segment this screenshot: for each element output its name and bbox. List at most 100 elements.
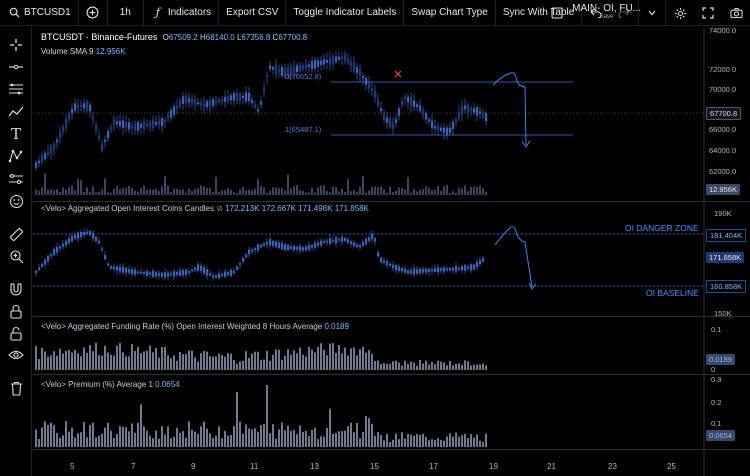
funding-bar (284, 355, 286, 370)
funding-bar (392, 361, 394, 370)
layout-selector[interactable]: MAIN- OI, FU... Save (544, 0, 665, 26)
eye-slash-icon[interactable]: ⊘ (216, 204, 223, 213)
volume-bar (482, 188, 484, 195)
oi-candle (176, 272, 179, 275)
oi-candle (227, 272, 230, 275)
camera-icon (729, 6, 743, 20)
price-candle (119, 120, 122, 127)
oi-candle (269, 239, 272, 246)
undo-button[interactable] (582, 0, 610, 26)
oi-candle (128, 269, 131, 273)
funding-bar (461, 365, 463, 370)
price-candle (221, 98, 224, 102)
swap-chart-button[interactable]: Swap Chart Type (404, 0, 496, 26)
screenshot-button[interactable] (722, 0, 750, 26)
price-candle (230, 95, 233, 101)
fullscreen-icon (701, 6, 715, 20)
text-tool-icon[interactable]: T (10, 125, 21, 143)
volume-bar (305, 192, 307, 195)
price-candle (305, 64, 308, 69)
oi-projection-path (494, 226, 533, 288)
undo-icon (589, 6, 603, 20)
volume-bar (356, 191, 358, 195)
oi-candle (263, 243, 266, 246)
funding-bar (293, 350, 295, 370)
volume-value: 12.956K (95, 47, 126, 56)
indicators-button[interactable]: ƒ Indicators (144, 0, 220, 26)
funding-bar (176, 360, 178, 370)
funding-bar (365, 352, 367, 370)
funding-bar (425, 360, 427, 370)
funding-bar (485, 365, 487, 370)
price-candle (314, 60, 317, 69)
sync-table-button[interactable]: Sync With Table (496, 0, 583, 26)
premium-bar (443, 440, 445, 447)
pattern-tool-icon[interactable] (7, 147, 25, 165)
funding-bar (125, 356, 127, 370)
price-candle (440, 127, 443, 131)
smiley-icon[interactable] (7, 192, 25, 210)
crosshair-icon[interactable] (7, 36, 25, 54)
oi-candle (353, 242, 356, 247)
volume-bar (254, 188, 256, 195)
oi-candle (398, 266, 401, 272)
oi-candle (131, 269, 134, 275)
price-axis-label: 70000.0 (709, 85, 737, 94)
ruler-icon[interactable] (7, 225, 25, 243)
funding-bar (203, 350, 205, 370)
oi-candle (377, 252, 380, 257)
zoom-in-icon[interactable] (7, 247, 25, 265)
settings-button[interactable] (665, 0, 694, 26)
unlock-icon[interactable] (7, 324, 25, 342)
oi-candle (251, 249, 254, 252)
premium-bar (188, 421, 190, 447)
toggle-labels-button[interactable]: Toggle Indicator Labels (286, 0, 405, 26)
premium-bar (167, 426, 169, 447)
volume-bar (278, 188, 280, 195)
premium-bar (425, 436, 427, 447)
price-candle (194, 99, 197, 106)
prediction-tool-icon[interactable] (7, 170, 25, 188)
funding-bar (131, 344, 133, 370)
oi-title: <Velo> Aggregated Open Interest Coins Ca… (41, 204, 215, 213)
trend-line-icon[interactable] (7, 103, 25, 121)
volume-bar (446, 185, 448, 195)
eye-icon[interactable] (7, 346, 25, 364)
oi-high: 172.667K (261, 204, 296, 213)
price-candle (44, 153, 47, 159)
price-candle (461, 105, 464, 115)
funding-bar (323, 350, 325, 370)
redo-button[interactable] (610, 0, 640, 26)
premium-bar (383, 440, 385, 447)
time-axis-label: 17 (429, 462, 438, 471)
funding-bar (209, 356, 211, 370)
price-candle (173, 106, 176, 115)
trash-icon[interactable] (7, 379, 25, 397)
funding-bar (440, 361, 442, 370)
premium-bar (473, 437, 475, 447)
horizontal-line-icon[interactable] (7, 58, 25, 76)
interval-button[interactable]: 1h (108, 0, 144, 26)
fib-retracement-icon[interactable] (7, 80, 25, 98)
volume-bar (317, 187, 319, 195)
oi-candle (38, 267, 41, 271)
volume-bar (485, 191, 487, 195)
price-candle (452, 121, 455, 130)
price-candle (386, 117, 389, 123)
oi-candle (455, 266, 458, 272)
chart-area[interactable]: BTCUSDT · Binance-Futures O67509.2 H6814… (33, 26, 750, 476)
oi-candle (101, 248, 104, 251)
price-candle (296, 65, 299, 73)
premium-bar (272, 424, 274, 447)
volume-bar (101, 189, 103, 195)
fullscreen-button[interactable] (694, 0, 722, 26)
funding-bar (359, 349, 361, 370)
lock-drawings-icon[interactable] (7, 302, 25, 320)
volume-bar (392, 192, 394, 195)
layout-status: Save (599, 14, 614, 20)
magnet-icon[interactable] (7, 280, 25, 298)
symbol-search[interactable]: BTCUSD1 (0, 0, 79, 26)
compare-button[interactable] (79, 0, 108, 26)
chart-canvas (33, 27, 705, 476)
export-csv-button[interactable]: Export CSV (219, 0, 287, 26)
